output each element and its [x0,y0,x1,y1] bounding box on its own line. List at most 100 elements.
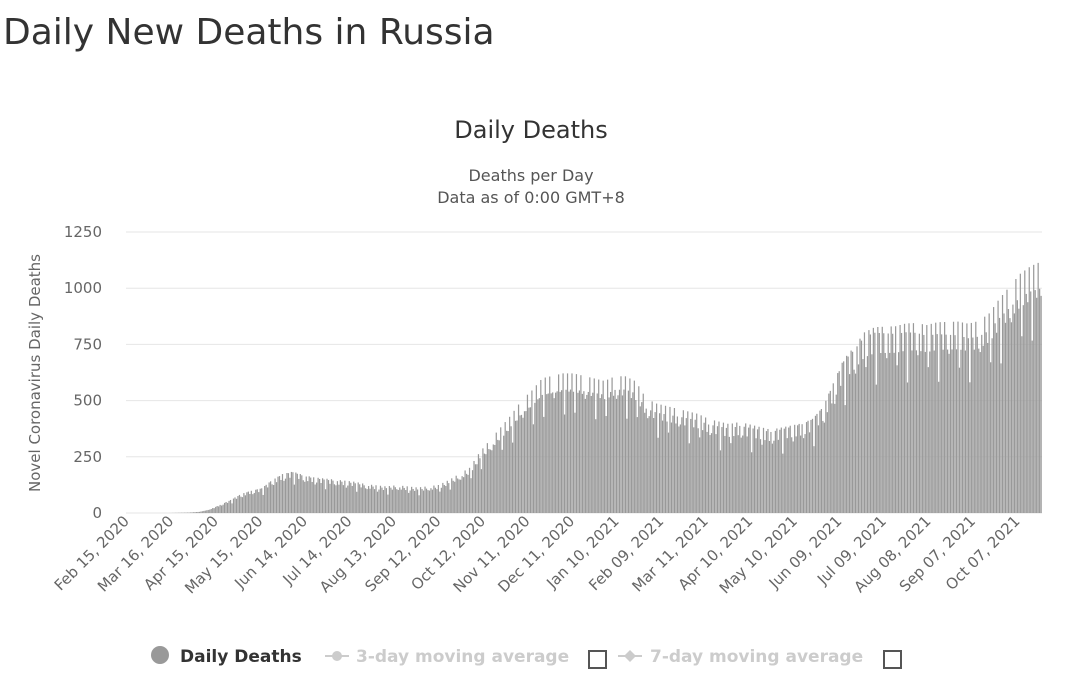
bar [862,359,864,513]
bar [739,425,741,513]
bar [920,351,922,513]
bar [820,409,823,513]
bar [805,422,808,513]
bar [946,349,949,513]
bar [949,334,952,513]
legend-item-7-day-average[interactable]: 7-day moving average [618,647,863,667]
bar [250,490,252,513]
bar [218,506,220,513]
bar [258,492,260,513]
bar [865,367,867,513]
bar [912,323,915,513]
bar [895,326,897,513]
bar [700,415,702,513]
bar [740,437,742,513]
bar [1039,288,1041,513]
bar [354,483,356,513]
bar [1037,262,1039,513]
bar [201,511,203,513]
bar [474,464,477,513]
bar [365,488,367,513]
bar [764,440,766,513]
checkbox-3-day-average[interactable] [588,650,607,669]
bar [964,350,967,513]
bar [353,481,355,513]
legend-label-3-day-average: 3-day moving average [356,647,569,667]
bar [918,333,920,513]
bar [877,327,879,513]
bar [256,489,258,513]
bar [320,482,322,513]
bar [268,482,270,513]
bar [657,437,659,513]
bar [1012,304,1014,513]
bar [278,476,281,513]
bar [293,484,295,513]
bar [228,500,230,513]
chart-title: Daily Deaths [454,116,607,144]
bar [495,432,497,513]
bar [470,478,472,513]
bar [385,488,388,513]
bar [344,480,346,513]
bar [403,487,405,513]
bar [215,506,217,513]
bar [632,392,634,513]
bar [512,442,514,513]
y-tick-label: 0 [92,504,102,522]
bar [562,373,564,513]
bar [716,426,719,513]
bar [872,327,874,513]
bar [734,427,736,513]
bar [908,323,910,513]
bar [770,431,772,513]
bar [589,377,591,513]
bar [639,406,641,513]
bar [795,436,797,513]
bar [523,411,526,513]
y-tick-label: 750 [73,335,102,353]
bar [690,418,692,513]
bar [223,502,226,513]
bar [685,418,687,513]
bar [482,448,484,513]
bar [274,478,276,513]
legend-item-daily-deaths[interactable]: Daily Deaths [151,646,302,667]
bar [688,443,690,513]
x-tick-label: May 10, 2021 [716,512,801,597]
bar [990,362,992,513]
bar [381,487,383,513]
bar [592,392,594,513]
bar [629,378,631,513]
bar [272,485,275,513]
bar [746,436,748,513]
checkbox-7-day-average[interactable] [883,650,902,669]
bar [289,477,291,513]
bar [596,393,598,513]
bar [697,428,699,513]
bar [608,397,610,513]
bar [461,476,463,513]
bar [488,449,490,513]
bar [402,485,404,513]
bar [595,419,597,513]
bar [713,420,716,513]
bar [543,416,545,513]
bar [209,509,211,513]
bar [586,394,588,513]
bar [480,469,483,513]
bar [875,384,877,513]
bar [498,440,500,513]
legend-item-3-day-average[interactable]: 3-day moving average [325,647,569,667]
bar [687,411,689,513]
bar [200,511,202,513]
bar [960,349,962,513]
bar [553,398,555,513]
bar [611,377,613,513]
bar [743,426,745,513]
bar [755,438,757,513]
bar [338,484,340,513]
bar [709,435,711,513]
